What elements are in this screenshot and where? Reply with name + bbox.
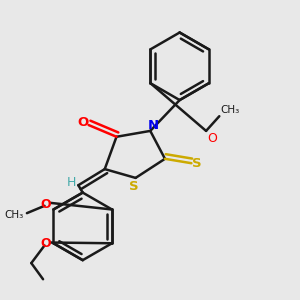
Text: O: O <box>208 132 218 146</box>
Text: O: O <box>41 238 51 250</box>
Text: H: H <box>66 176 76 189</box>
Text: S: S <box>129 180 139 193</box>
Text: CH₃: CH₃ <box>221 105 240 115</box>
Text: CH₃: CH₃ <box>5 210 24 220</box>
Text: O: O <box>41 198 51 211</box>
Text: S: S <box>193 157 202 170</box>
Text: N: N <box>148 119 159 132</box>
Text: O: O <box>77 116 88 129</box>
